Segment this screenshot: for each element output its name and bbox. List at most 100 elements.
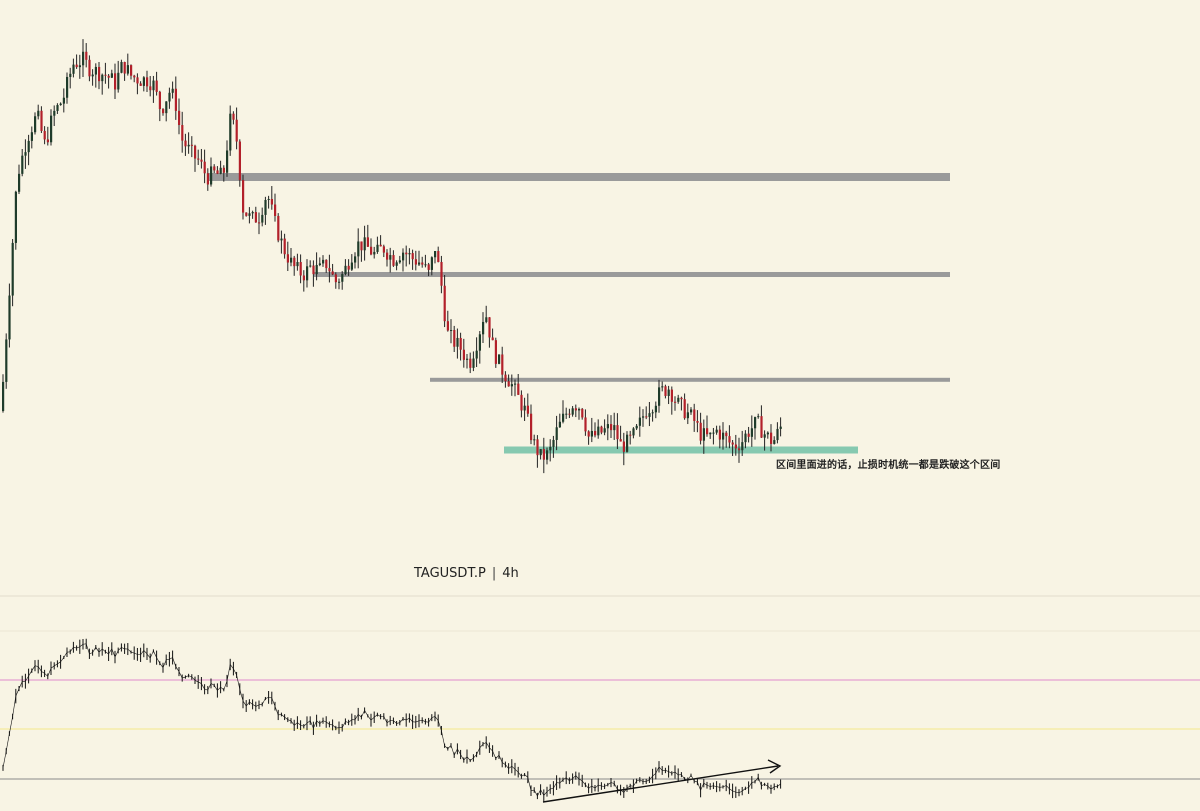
candle-body-bull [766, 432, 769, 435]
oscillator-line [9, 716, 13, 734]
candle-body-bull [603, 428, 606, 433]
oscillator-line [329, 724, 333, 726]
oscillator-line [134, 652, 138, 655]
oscillator-line [537, 789, 541, 797]
oscillator-line [754, 777, 759, 782]
candle-body-bull [309, 265, 312, 267]
oscillator-line [294, 722, 298, 726]
oscillator-line [604, 784, 608, 787]
candle-body-bull [280, 238, 283, 241]
candle-body-bull [5, 339, 8, 382]
candle-body-bear [770, 432, 773, 444]
candle-body-bear [277, 215, 280, 241]
levels-layer [207, 173, 950, 454]
candle-body-bull [690, 409, 693, 413]
candle-body-bull [341, 274, 344, 282]
oscillator-line [437, 720, 442, 731]
oscillator-line [610, 782, 615, 784]
candle-body-bull [78, 65, 81, 68]
oscillator-line [559, 779, 564, 784]
candle-body-bull [171, 88, 174, 93]
candle-body-bear [114, 73, 117, 90]
candle-body-bull [168, 92, 171, 102]
oscillator-line [245, 701, 250, 707]
oscillator-line [450, 745, 455, 756]
candle-body-bear [162, 109, 165, 114]
oscillator-line [146, 653, 151, 659]
oscillator-line [581, 780, 586, 786]
candle-body-bear [504, 374, 507, 382]
candle-body-bear [594, 430, 597, 436]
candle-body-bear [312, 265, 315, 275]
oscillator-line [639, 779, 644, 782]
oscillator-line [511, 765, 516, 770]
oscillator-line [239, 689, 244, 702]
oscillator-line [761, 784, 765, 786]
candle-body-bear [584, 417, 587, 432]
oscillator-line [569, 778, 573, 782]
candle-body-bull [14, 191, 17, 243]
oscillator-line [770, 786, 775, 790]
candle-body-bull [110, 73, 113, 78]
oscillator-line [530, 789, 535, 791]
candle-body-bull [322, 259, 325, 264]
candle-body-bear [123, 61, 126, 74]
oscillator-line [502, 762, 506, 765]
oscillator-line [229, 664, 234, 669]
candle-body-bull [264, 199, 267, 215]
oscillator-line [460, 754, 465, 761]
oscillator-line [18, 681, 23, 689]
label-separator: | [491, 566, 497, 581]
candle-body-bull [290, 257, 293, 263]
trend-arrow-head [767, 759, 782, 774]
oscillator-line [274, 706, 279, 716]
oscillator-line [585, 784, 589, 789]
oscillator-line [348, 719, 352, 723]
candle-body-bear [738, 448, 741, 451]
oscillator-line [652, 773, 656, 777]
oscillator-line [540, 789, 545, 796]
oscillator-line [495, 754, 500, 759]
oscillator-line [242, 700, 247, 707]
oscillator-line [306, 720, 311, 724]
candle-body-bull [248, 213, 251, 216]
oscillator-line [332, 724, 337, 729]
candle-body-bear [696, 420, 699, 423]
candle-body-bear [181, 125, 184, 141]
candle-body-bull [456, 337, 459, 347]
oscillator-line [473, 754, 477, 759]
candle-body-bear [194, 145, 197, 159]
candle-body-bear [664, 386, 667, 396]
candle-body-bear [610, 424, 613, 431]
oscillator-line [57, 661, 61, 665]
oscillator-line [594, 784, 599, 789]
oscillator-line [700, 782, 705, 791]
oscillator-line [207, 683, 212, 691]
candle-body-bull [533, 439, 536, 441]
oscillator-line [182, 676, 186, 679]
candle-body-bull [187, 144, 190, 147]
oscillator-line [626, 785, 631, 789]
candle-body-bull [267, 198, 270, 200]
oscillator-line [166, 658, 170, 661]
candle-body-bear [270, 198, 273, 205]
oscillator-line [386, 720, 391, 724]
candle-body-bull [642, 416, 645, 418]
oscillator-line [646, 779, 650, 782]
oscillator-line [300, 724, 304, 727]
candle-body-bear [107, 75, 110, 78]
oscillator-line [41, 671, 45, 674]
candle-body-bear [203, 161, 206, 174]
candle-body-bear [75, 64, 78, 68]
candle-body-bear [149, 86, 152, 91]
candle-body-bull [757, 416, 760, 418]
oscillator-line [738, 790, 743, 793]
candle-body-bear [683, 399, 686, 419]
candle-body-bear [459, 337, 462, 350]
candle-body-bull [632, 428, 635, 436]
candle-body-bull [389, 255, 392, 260]
candle-body-bear [190, 144, 193, 146]
candles-layer [2, 39, 782, 474]
oscillator-line [44, 673, 49, 677]
oscillator-line [47, 668, 52, 677]
